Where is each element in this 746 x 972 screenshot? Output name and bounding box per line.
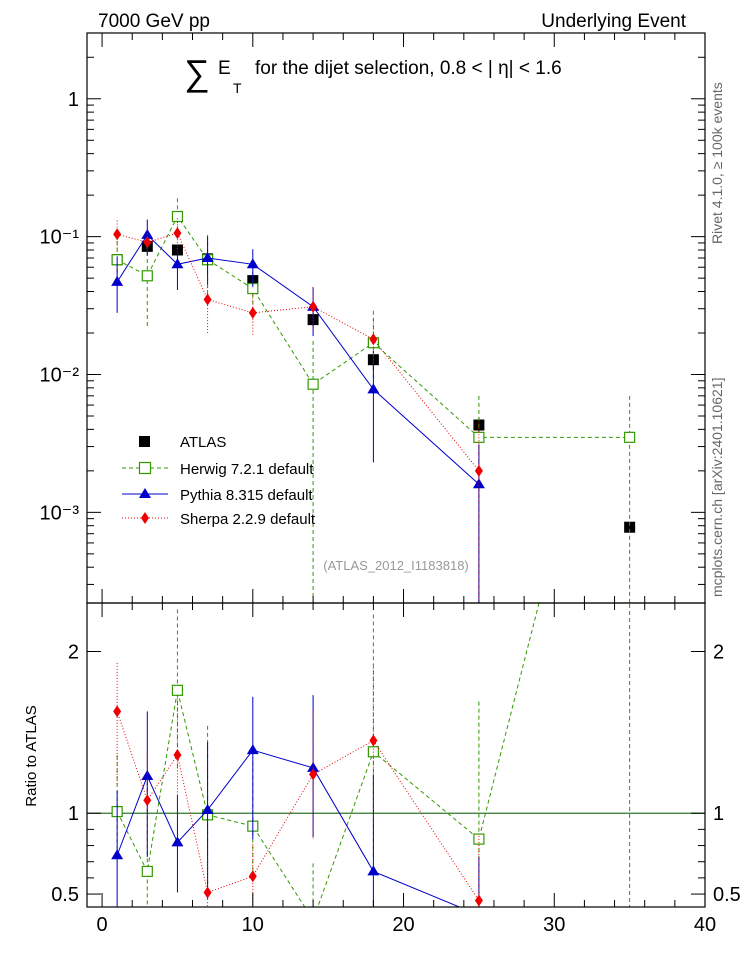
ratio-y-axis-label: Ratio to ATLAS — [23, 705, 40, 806]
legend-label-sherpa: Sherpa 2.2.9 default — [180, 511, 316, 528]
legend-entry-sherpa: Sherpa 2.2.9 default — [122, 511, 316, 528]
x-tick-label: 0 — [97, 914, 108, 936]
main-pythia-line — [116, 234, 480, 485]
ratio-pythia-point — [367, 865, 380, 876]
main-y-tick-label: 1 — [68, 89, 79, 111]
legend-marker-sherpa — [141, 512, 149, 524]
main-y-tick-label: 10⁻³ — [40, 502, 80, 524]
main-plot-area — [111, 198, 636, 603]
chart-title: for the dijet selection, 0.8 < | η| < 1.… — [255, 58, 562, 79]
main-y-tick-label: 10⁻² — [40, 364, 80, 386]
ratio-pythia-line — [116, 749, 461, 907]
ratio-sherpa-point — [309, 768, 318, 781]
ratio-pythia-point — [171, 836, 184, 847]
analysis-watermark: (ATLAS_2012_I1183818) — [323, 558, 469, 573]
header-analysis-label: Underlying Event — [541, 11, 686, 32]
main-herwig-point — [307, 378, 319, 390]
ratio-sherpa-point — [173, 749, 182, 761]
main-pythia-point — [367, 383, 380, 394]
legend: ATLAS Herwig 7.2.1 default Pythia 8.315 … — [122, 434, 316, 528]
ratio-herwig-point — [141, 865, 153, 878]
ratio-y-tick-label-left: 0.5 — [51, 884, 79, 906]
ratio-panel: 0.5 0.51 12 20 10 20 30 40 — [51, 242, 741, 936]
main-sherpa-point — [113, 228, 122, 241]
main-pythia-point — [111, 275, 124, 286]
ratio-pythia-point — [473, 909, 485, 919]
main-pythia-point — [246, 258, 259, 269]
ratio-y-tick-label-left: 1 — [68, 803, 79, 825]
source-label: mcplots.cern.ch [arXiv:2401.10621] — [709, 378, 725, 597]
main-sherpa-point — [203, 293, 212, 306]
main-sherpa-point — [173, 227, 182, 240]
header-energy-label: 7000 GeV pp — [98, 11, 210, 32]
main-sherpa-point — [474, 464, 483, 477]
main-pythia-point — [171, 258, 184, 269]
ratio-sherpa-point — [248, 870, 257, 883]
ratio-pythia-point — [201, 803, 214, 814]
ratio-sherpa-point — [113, 705, 122, 718]
main-panel: 10⁻³ 10⁻² 10⁻¹ 1 — [40, 32, 706, 604]
main-herwig-line — [116, 215, 630, 438]
legend-marker-atlas — [139, 436, 150, 447]
x-tick-label: 30 — [543, 914, 565, 936]
legend-label-atlas: ATLAS — [180, 434, 226, 451]
ratio-herwig-point — [625, 242, 635, 252]
legend-marker-herwig — [138, 461, 152, 475]
ratio-frame — [86, 602, 706, 908]
ratio-sherpa-line — [116, 711, 480, 901]
legend-entry-pythia: Pythia 8.315 default — [122, 487, 313, 504]
ratio-sherpa-point — [369, 734, 378, 747]
ratio-pythia-point — [111, 849, 124, 860]
x-tick-label: 10 — [242, 914, 264, 936]
ratio-pythia-point — [141, 770, 154, 781]
ratio-sherpa-point — [143, 794, 152, 807]
ratio-sherpa-point — [474, 894, 483, 907]
title-e-symbol: E — [218, 58, 231, 79]
legend-entry-herwig: Herwig 7.2.1 default — [122, 461, 314, 478]
main-atlas-point — [624, 521, 636, 533]
main-sherpa-point — [369, 333, 378, 346]
legend-label-herwig: Herwig 7.2.1 default — [180, 461, 314, 478]
legend-entry-atlas: ATLAS — [139, 434, 226, 451]
main-herwig-point — [624, 431, 636, 443]
ratio-y-tick-label-right: 2 — [713, 642, 724, 664]
ratio-herwig-point — [171, 684, 184, 696]
x-tick-label: 40 — [694, 914, 716, 936]
main-herwig-point — [171, 210, 184, 223]
main-sherpa-point — [309, 300, 318, 313]
ratio-plot-area — [87, 242, 705, 925]
ratio-sherpa-point — [203, 886, 212, 899]
ratio-y-tick-label-right: 0.5 — [713, 884, 741, 906]
main-pythia-point — [201, 251, 214, 262]
title-t-subscript: T — [233, 80, 242, 96]
main-sherpa-point — [248, 306, 257, 319]
main-y-tick-label: 10⁻¹ — [40, 227, 80, 249]
ratio-y-tick-label-right: 1 — [713, 803, 724, 825]
main-sherpa-point — [143, 236, 152, 249]
ratio-herwig-point — [308, 915, 318, 925]
ratio-pythia-point — [246, 744, 259, 755]
legend-label-pythia: Pythia 8.315 default — [180, 487, 313, 504]
rivet-version-label: Rivet 4.1.0, ≥ 100k events — [709, 82, 725, 244]
title-sum-symbol: ∑ — [184, 52, 210, 93]
ratio-y-tick-label-left: 2 — [68, 642, 79, 664]
main-sherpa-line — [117, 232, 480, 472]
ratio-herwig-line — [116, 603, 540, 907]
main-herwig-point — [141, 270, 153, 282]
x-tick-label: 20 — [392, 914, 414, 936]
legend-marker-pythia — [139, 488, 151, 498]
